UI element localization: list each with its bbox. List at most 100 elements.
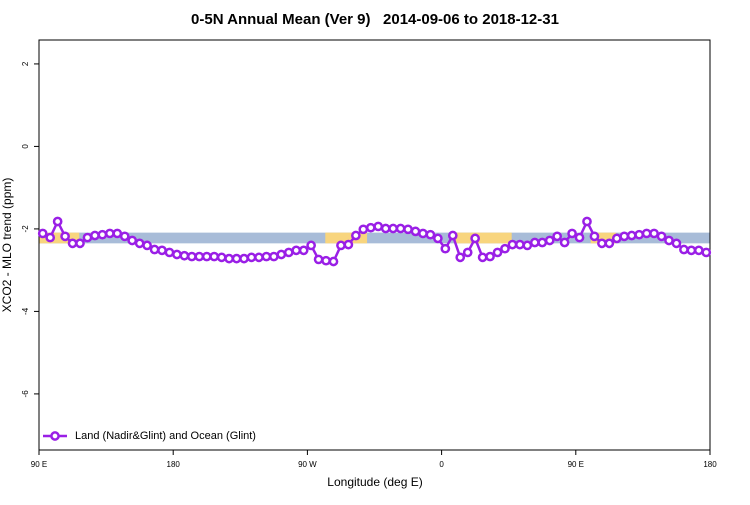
point	[589, 231, 600, 242]
point	[45, 232, 56, 243]
point	[134, 238, 145, 249]
point	[664, 235, 674, 246]
point	[433, 233, 443, 244]
point	[112, 228, 123, 239]
point	[127, 235, 138, 246]
point	[477, 252, 488, 263]
x-tick-label: 0	[439, 460, 444, 469]
point	[522, 240, 533, 251]
land-band	[590, 232, 617, 244]
point	[544, 235, 555, 246]
y-tick-label: 2	[21, 61, 30, 66]
point	[440, 243, 451, 254]
y-axis-label: XCO2 - MLO trend (ppm)	[0, 178, 14, 313]
point	[559, 237, 570, 248]
point	[201, 251, 212, 262]
point	[60, 231, 70, 242]
point	[515, 239, 525, 250]
point	[172, 249, 182, 260]
point	[276, 249, 287, 260]
point	[298, 245, 309, 256]
point	[261, 251, 272, 262]
point	[455, 252, 466, 263]
point	[246, 252, 257, 263]
point	[179, 250, 190, 261]
point	[552, 231, 563, 242]
point	[119, 231, 130, 242]
point	[447, 230, 458, 241]
point	[693, 245, 704, 256]
point	[582, 216, 592, 227]
point	[194, 251, 205, 262]
point	[142, 240, 152, 251]
x-tick-label: 180	[703, 460, 717, 469]
x-axis-label: Longitude (deg E)	[327, 475, 422, 489]
y-tick-label: 0	[21, 144, 30, 149]
point	[306, 240, 316, 251]
land-band	[39, 232, 80, 244]
point	[365, 222, 376, 233]
point	[104, 228, 115, 239]
point	[649, 228, 659, 239]
land-band	[455, 232, 512, 244]
point	[418, 228, 428, 239]
point	[82, 232, 93, 243]
point	[216, 252, 227, 263]
point	[403, 224, 413, 235]
y-tick-label: -4	[21, 307, 30, 315]
land-band	[325, 232, 368, 244]
point	[619, 231, 630, 242]
point	[52, 216, 63, 227]
point	[149, 244, 160, 255]
point	[492, 247, 503, 258]
point	[224, 253, 234, 264]
point	[626, 230, 637, 241]
point	[410, 226, 421, 237]
point	[291, 245, 302, 256]
point	[574, 232, 585, 243]
point	[470, 233, 480, 244]
point	[679, 244, 689, 255]
point	[380, 223, 391, 234]
point	[537, 237, 548, 248]
x-tick-label: 180	[167, 460, 181, 469]
point	[701, 247, 712, 258]
point	[358, 224, 369, 235]
point	[567, 228, 577, 239]
point	[500, 243, 510, 254]
point	[186, 251, 197, 262]
point	[283, 247, 294, 258]
point	[529, 237, 540, 248]
plot-frame	[38, 39, 711, 451]
ocean-band	[39, 232, 710, 244]
point	[90, 230, 100, 241]
point	[597, 238, 607, 249]
y-tick-label: -6	[21, 390, 30, 398]
x-tick-label: 90 W	[298, 460, 317, 469]
point	[388, 223, 398, 234]
point	[425, 229, 436, 240]
x-tick-label: 90 E	[31, 460, 47, 469]
point	[671, 238, 682, 249]
point	[231, 253, 242, 264]
legend-marker	[50, 431, 60, 441]
point	[37, 228, 48, 239]
point	[328, 256, 339, 267]
point	[641, 228, 652, 239]
point	[67, 238, 78, 249]
point	[485, 251, 495, 262]
x-tick-label: 90 E	[568, 460, 584, 469]
point	[507, 239, 518, 250]
point	[75, 238, 85, 249]
y-tick-label: -2	[21, 225, 30, 233]
point	[656, 231, 667, 242]
point	[462, 247, 473, 258]
point	[97, 229, 108, 240]
point	[604, 238, 615, 249]
point	[164, 247, 175, 258]
point	[157, 245, 167, 256]
point	[351, 230, 361, 241]
point	[343, 239, 354, 250]
chart-title: 0-5N Annual Mean (Ver 9) 2014-09-06 to 2…	[191, 11, 559, 28]
